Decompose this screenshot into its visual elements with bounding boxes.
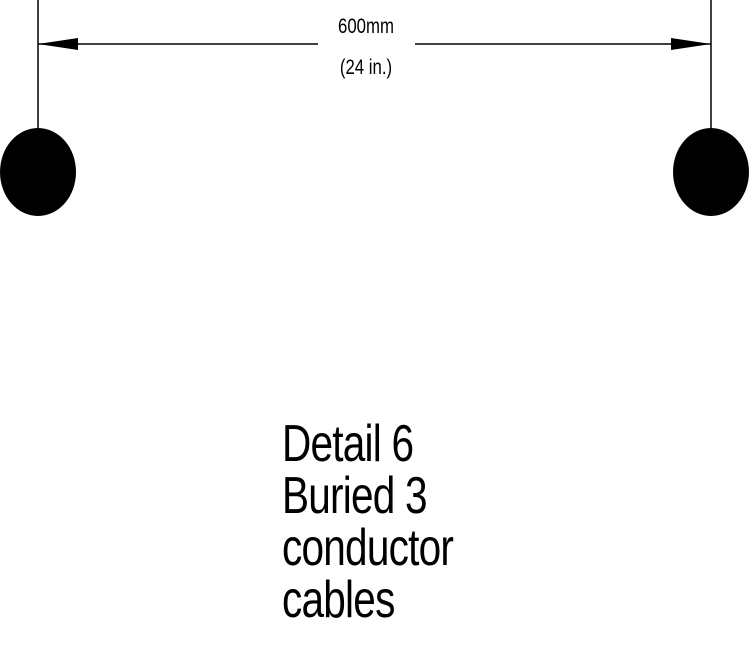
caption-line-4: cables xyxy=(282,571,395,629)
dimension-metric-label: 600mm xyxy=(338,15,394,38)
right-arrowhead xyxy=(671,38,711,50)
left-arrowhead xyxy=(38,38,78,50)
caption-line-2: Buried 3 xyxy=(282,467,428,525)
right-cable-circle xyxy=(673,128,749,216)
left-cable-circle xyxy=(0,128,76,216)
caption-line-1: Detail 6 xyxy=(282,415,414,473)
detail-caption: Detail 6 Buried 3 conductor cables xyxy=(282,415,454,629)
caption-line-3: conductor xyxy=(282,519,454,577)
dimension-imperial-label: (24 in.) xyxy=(340,56,392,79)
